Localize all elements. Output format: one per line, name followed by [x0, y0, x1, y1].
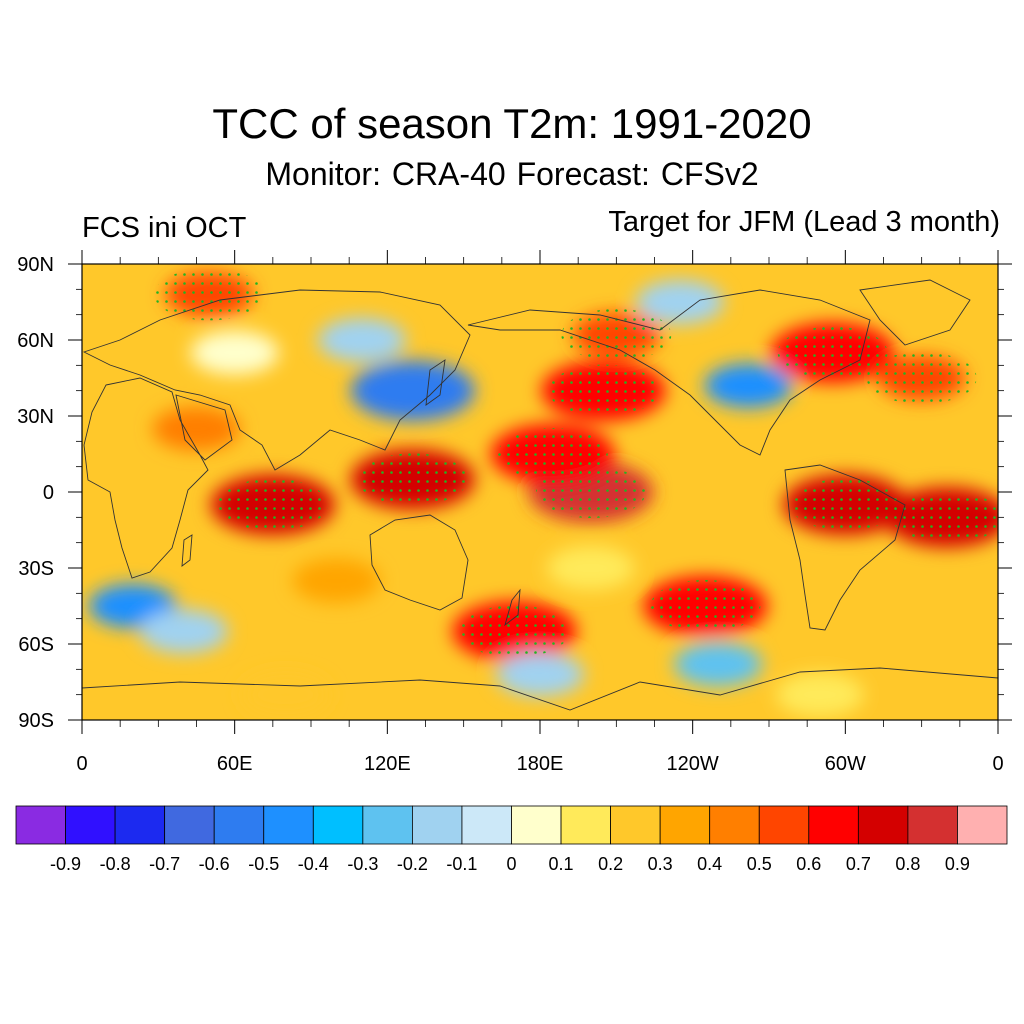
colorbar-label: -0.6: [199, 854, 230, 874]
field-patch-greenland-sea: [635, 280, 724, 324]
colorbar-label: -0.5: [248, 854, 279, 874]
colorbar-label: 0.5: [747, 854, 772, 874]
colorbar-swatch: [560, 805, 611, 845]
map-title: TCC of season T2m: 1991-2020: [212, 100, 812, 147]
colorbar-label: -0.2: [397, 854, 428, 874]
sig-region-alaska: [561, 308, 672, 361]
colorbar-swatch: [164, 805, 215, 845]
colorbar-label: -0.7: [149, 854, 180, 874]
colorbar-swatch: [957, 805, 1008, 845]
sig-region-north-pacific-northeast: [548, 364, 659, 417]
significance-dots: [154, 268, 998, 658]
colorbar-swatch: [461, 805, 512, 845]
colorbar-swatch: [362, 805, 413, 845]
colorbar-swatch: [511, 805, 562, 845]
colorbar-label: 0.2: [598, 854, 623, 874]
colorbar-swatch: [411, 805, 463, 845]
lon-tick-label: 180E: [517, 753, 564, 775]
colorbar-label: 0: [506, 854, 516, 874]
map-subtitle: Monitor: CRA-40 Forecast: CFSv2: [265, 156, 759, 192]
colorbar: -0.9 -0.8 -0.7 -0.6 -0.5 -0.4 -0.3 -0.2 -0.1 0 0.1…: [15, 805, 1008, 874]
colorbar-label: -0.8: [100, 854, 131, 874]
colorbar-label: 0.8: [895, 854, 920, 874]
colorbar-swatch: [114, 805, 166, 845]
sig-region-southern-ocean-south-of-australia: [459, 605, 570, 658]
greenland-coastline: [859, 279, 971, 346]
field-patch-southern-indian-ocean: [139, 609, 228, 654]
colorbar-label: 0.9: [945, 854, 970, 874]
field-patch-antarctica-west: [775, 672, 864, 717]
colorbar-label: 0.1: [549, 854, 574, 874]
lon-tick-label: 0: [76, 753, 87, 775]
sig-region-north-pacific-west: [497, 428, 608, 480]
lat-tick-label: 60S: [18, 634, 54, 656]
arabia-coastline: [175, 394, 233, 461]
eurasia-coastline: [82, 289, 471, 471]
sig-region-amazon: [790, 478, 901, 531]
field-patch-amundsen-sea: [674, 642, 763, 687]
australia-coastline: [369, 514, 469, 611]
lon-tick-label: 60E: [217, 753, 253, 775]
lon-tick-label: 0: [992, 753, 1003, 775]
field-patch-north-america-interior: [704, 363, 793, 408]
field-patch-east-asia-japan: [350, 360, 475, 421]
colorbar-label: -0.4: [298, 854, 329, 874]
colorbar-label: 0.6: [796, 854, 821, 874]
lat-tick-label: 0: [43, 482, 54, 504]
field-patch-eurasia-mid: [190, 330, 279, 375]
lat-tick-label: 30N: [17, 406, 54, 428]
colorbar-swatch: [808, 805, 859, 845]
lon-tick-label: 120E: [364, 753, 411, 775]
sig-region-indian-ocean-core: [217, 478, 328, 531]
colorbar-swatch: [709, 805, 760, 845]
field-patch-central-pacific-south: [546, 546, 635, 590]
init-label: FCS ini OCT: [82, 212, 247, 244]
colorbar-swatch: [15, 805, 66, 845]
colorbar-label: -0.1: [446, 854, 477, 874]
lat-tick-label: 90S: [18, 710, 54, 732]
colorbar-swatch: [610, 805, 661, 845]
colorbar-swatch: [857, 805, 909, 845]
lon-tick-label: 60W: [825, 753, 866, 775]
colorbar-swatch: [263, 805, 314, 845]
sig-region-arctic-europe: [154, 268, 265, 321]
madagascar-coastline: [181, 534, 193, 567]
colorbar-label: -0.9: [50, 854, 81, 874]
field-patch-siberia: [317, 318, 406, 362]
field-patch-south-indian: [292, 558, 381, 603]
colorbar-label: 0.3: [648, 854, 673, 874]
colorbar-swatch: [213, 805, 265, 845]
lat-tick-label: 60N: [17, 330, 54, 352]
colorbar-label: -0.3: [347, 854, 378, 874]
coastlines: [82, 279, 998, 711]
new-zealand-coastline: [504, 588, 521, 627]
north-america-coastline: [467, 289, 871, 456]
africa-coastline: [83, 377, 209, 579]
lat-tick-label: 90N: [17, 254, 54, 276]
colorbar-swatch: [659, 805, 711, 845]
colorbar-label: 0.7: [846, 854, 871, 874]
south-america-coastline: [784, 464, 906, 631]
target-label: Target for JFM (Lead 3 month): [608, 206, 1000, 238]
lat-tick-label: 30S: [18, 558, 54, 580]
colorbar-swatch: [65, 805, 116, 845]
colorbar-swatch: [907, 805, 958, 845]
lon-tick-label: 120W: [667, 753, 719, 775]
field-patch-arabia: [152, 406, 241, 451]
colorbar-label: 0.4: [697, 854, 722, 874]
colorbar-swatch: [312, 805, 364, 845]
map-axes: 90N 60N 30N 0 30S 60S 90S 0 60E 120E 180E 120W 60W 0: [17, 250, 1012, 775]
sig-region-eastern-canada: [777, 326, 888, 379]
sig-region-north-atlantic: [866, 352, 977, 404]
sig-region-south-pacific: [650, 580, 761, 632]
field-patch-antarctica-east: [241, 672, 330, 717]
japan-coastline: [425, 359, 446, 406]
sig-region-maritime-continent: [357, 453, 468, 506]
field-patch-ross-sea: [496, 652, 584, 697]
colorbar-swatch: [758, 805, 810, 845]
antarctica-coastline: [82, 667, 998, 711]
sig-region-tropical-atlantic: [892, 491, 998, 544]
